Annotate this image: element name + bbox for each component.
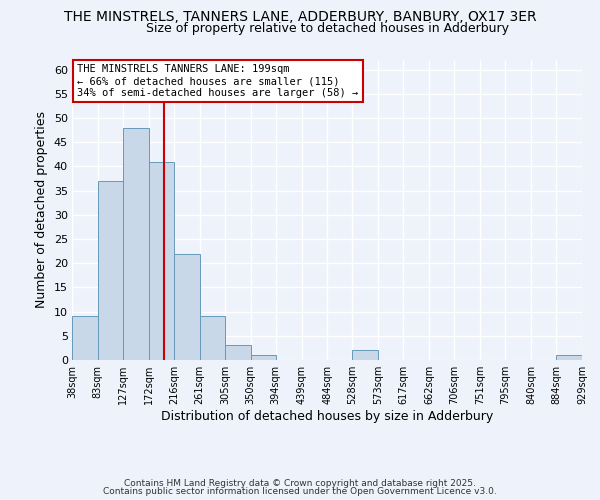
Bar — [556, 355, 582, 360]
Text: THE MINSTRELS TANNERS LANE: 199sqm
← 66% of detached houses are smaller (115)
34: THE MINSTRELS TANNERS LANE: 199sqm ← 66%… — [77, 64, 358, 98]
Bar — [72, 316, 98, 360]
Text: Contains public sector information licensed under the Open Government Licence v3: Contains public sector information licen… — [103, 487, 497, 496]
Bar — [251, 355, 277, 360]
Text: Contains HM Land Registry data © Crown copyright and database right 2025.: Contains HM Land Registry data © Crown c… — [124, 478, 476, 488]
Bar — [225, 346, 251, 360]
Bar — [98, 181, 124, 360]
Bar — [123, 128, 149, 360]
Text: THE MINSTRELS, TANNERS LANE, ADDERBURY, BANBURY, OX17 3ER: THE MINSTRELS, TANNERS LANE, ADDERBURY, … — [64, 10, 536, 24]
Bar — [149, 162, 175, 360]
Y-axis label: Number of detached properties: Number of detached properties — [35, 112, 48, 308]
Title: Size of property relative to detached houses in Adderbury: Size of property relative to detached ho… — [146, 22, 509, 35]
Bar — [174, 254, 200, 360]
Bar — [200, 316, 226, 360]
X-axis label: Distribution of detached houses by size in Adderbury: Distribution of detached houses by size … — [161, 410, 493, 423]
Bar — [352, 350, 378, 360]
